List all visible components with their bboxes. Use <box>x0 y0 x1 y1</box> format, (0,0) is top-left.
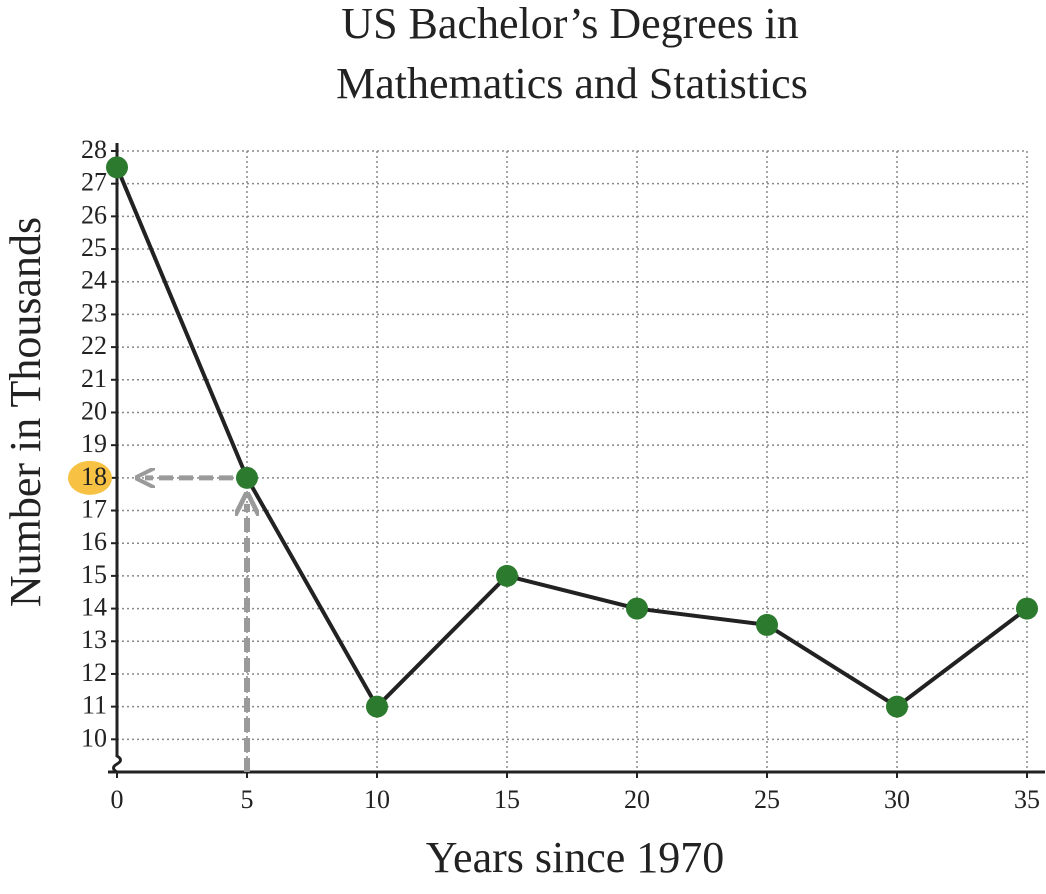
line <box>115 166 1029 710</box>
y-tick-label: 10 <box>81 723 107 752</box>
axis-break <box>112 752 122 774</box>
y-axis-label: Number in Thousands <box>1 217 50 607</box>
x-tick-label: 30 <box>884 785 910 814</box>
x-tick-label: 15 <box>494 785 520 814</box>
x-tick-label: 35 <box>1014 785 1040 814</box>
y-tick-label: 12 <box>81 658 107 687</box>
highlight <box>68 460 112 495</box>
point <box>236 466 258 489</box>
y-tick-label: 24 <box>81 266 107 295</box>
point <box>366 695 388 718</box>
point <box>626 597 648 620</box>
annotations: 10 11 12 13 14 15 16 17 18 19 20 21 22 23 24 25 26 27 28 0 5… <box>68 135 1040 814</box>
y-tick-label: 20 <box>81 396 107 425</box>
y-tick-label: 18 <box>81 462 107 491</box>
y-tick-label: 15 <box>81 560 107 589</box>
y-tick-label: 19 <box>81 429 107 458</box>
axes <box>108 143 1045 774</box>
y-tick-label: 13 <box>81 625 107 654</box>
point <box>756 613 778 636</box>
chart-title: US Bachelor’s Degrees in <box>341 0 798 48</box>
y-tick-label: 21 <box>81 364 107 393</box>
y-tick-label: 23 <box>81 298 107 327</box>
y-tick-label: 11 <box>82 691 107 720</box>
x-axis-label: Years since 1970 <box>426 833 725 882</box>
x-tick-label: 5 <box>241 785 254 814</box>
y-tick-label: 22 <box>81 331 107 360</box>
y-tick-label: 28 <box>81 135 107 164</box>
point <box>1016 597 1038 620</box>
point <box>496 564 518 587</box>
x-tick-label: 25 <box>754 785 780 814</box>
x-tick-label: 20 <box>624 785 650 814</box>
y-tick-label: 27 <box>81 168 107 197</box>
point <box>106 156 128 179</box>
x-tick-label: 0 <box>111 785 124 814</box>
y-tick-label: 14 <box>81 593 107 622</box>
y-tick-label: 25 <box>81 233 107 262</box>
y-tick-label: 16 <box>81 527 107 556</box>
y-tick-label: 17 <box>81 494 107 523</box>
chart-title: Mathematics and Statistics <box>336 59 808 108</box>
plot <box>106 156 1038 718</box>
point <box>886 695 908 718</box>
grid <box>111 150 1028 778</box>
x-tick-label: 10 <box>364 785 390 814</box>
y-tick-label: 26 <box>81 200 107 229</box>
